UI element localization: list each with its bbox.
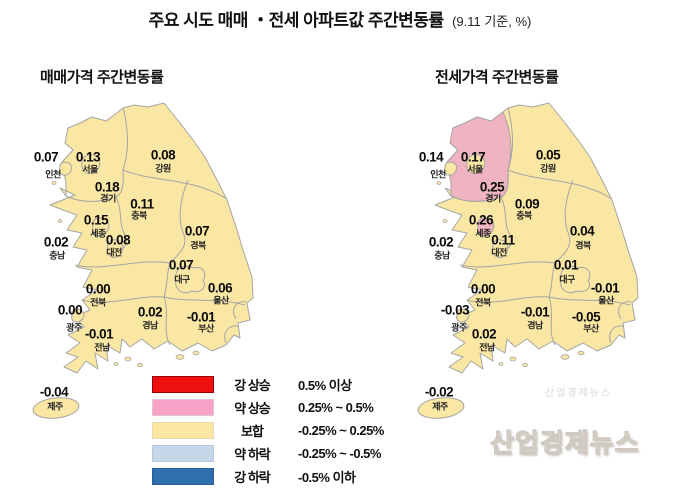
small-island [57, 219, 63, 223]
enclave-광주 [71, 308, 85, 323]
enclave-대구 [175, 265, 206, 294]
legend-swatch [152, 422, 214, 439]
province-border [609, 325, 624, 344]
main-title-text: 주요 시도 매매 ・전세 아파트값 주간변동률 [148, 11, 445, 30]
small-island [442, 219, 448, 223]
legend-swatch [152, 468, 214, 485]
province-border [122, 169, 228, 200]
province-border [507, 107, 513, 171]
province-border [548, 296, 631, 306]
legend-label: 강 하락 [234, 470, 271, 485]
enclave-인천 [444, 161, 457, 176]
legend-swatch [152, 399, 214, 416]
small-island [522, 362, 528, 368]
legend-range: -0.5% 이하 [298, 470, 356, 485]
province-border [163, 179, 189, 298]
small-island [192, 350, 200, 356]
province-border [459, 261, 556, 268]
province-border [233, 301, 247, 320]
legend-range: 0.5% 이상 [298, 378, 352, 393]
sale-map-title: 매매가격 주간변동률 [40, 69, 164, 86]
province-border [81, 296, 165, 303]
enclave-인천 [59, 161, 72, 176]
province-border [74, 261, 171, 268]
legend-label: 강 상승 [234, 378, 271, 393]
small-island [51, 181, 57, 185]
main-title: 주요 시도 매매 ・전세 아파트값 주간변동률 (9.11 기준, %) [0, 6, 680, 31]
small-island [175, 354, 185, 360]
legend-range: 0.25% ~ 0.5% [298, 400, 374, 415]
small-island [509, 356, 517, 362]
enclave-서울 [466, 154, 486, 174]
enclave-대구 [560, 265, 591, 294]
legend: 강 상승 0.5% 이상 약 상승 0.25% ~ 0.5% 보합 -0.25%… [152, 373, 384, 488]
korea-map-svg [417, 102, 639, 419]
legend-range: -0.25% ~ -0.5% [298, 446, 381, 461]
jeonse-price-map: 0.14 인천 0.17 서울 0.05 강원 0.25 경기 0.09 충북 0.26 세종 0.11… [415, 95, 665, 425]
legend-row: 약 하락 -0.25% ~ -0.5% [152, 442, 384, 465]
enclave-서울 [81, 154, 101, 174]
legend-label: 보합 [241, 424, 264, 439]
enclave-대전 [492, 239, 509, 258]
legend-swatch [152, 445, 214, 462]
small-island [137, 362, 143, 368]
small-island [436, 181, 442, 185]
small-island [124, 356, 132, 362]
jeju-island [417, 397, 465, 419]
enclave-세종 [92, 217, 110, 237]
jeju-island [32, 397, 80, 419]
small-island [113, 362, 119, 366]
enclave-대전 [107, 239, 124, 258]
province-border [548, 179, 574, 298]
province-border [548, 296, 556, 346]
small-island [498, 362, 504, 366]
small-island [560, 354, 570, 360]
watermark-faint-text: 산업경제뉴스 [545, 388, 613, 399]
legend-row: 약 상승 0.25% ~ 0.5% [152, 396, 384, 419]
legend-row: 강 상승 0.5% 이상 [152, 373, 384, 396]
legend-label: 약 상승 [234, 401, 271, 416]
mainland-shape [49, 102, 254, 374]
legend-label: 약 하락 [234, 447, 271, 462]
enclave-광주 [456, 308, 470, 323]
province-border [122, 107, 128, 171]
legend-row: 강 하락 -0.5% 이하 [152, 465, 384, 488]
korea-map-svg [32, 102, 254, 419]
legend-range: -0.25% ~ 0.25% [298, 423, 384, 438]
small-island [577, 350, 585, 356]
main-title-suffix: (9.11 기준, %) [452, 14, 532, 29]
enclave-세종 [477, 217, 495, 237]
jeonse-map-title: 전세가격 주간변동률 [435, 69, 559, 86]
province-border [163, 296, 171, 346]
province-border [466, 296, 550, 303]
legend-swatch [152, 376, 214, 393]
province-border [507, 169, 613, 200]
province-border [618, 301, 632, 320]
watermark-text: 산업경제뉴스 [490, 428, 640, 459]
province-border [163, 296, 246, 306]
legend-row: 보합 -0.25% ~ 0.25% [152, 419, 384, 442]
province-border [224, 325, 239, 344]
